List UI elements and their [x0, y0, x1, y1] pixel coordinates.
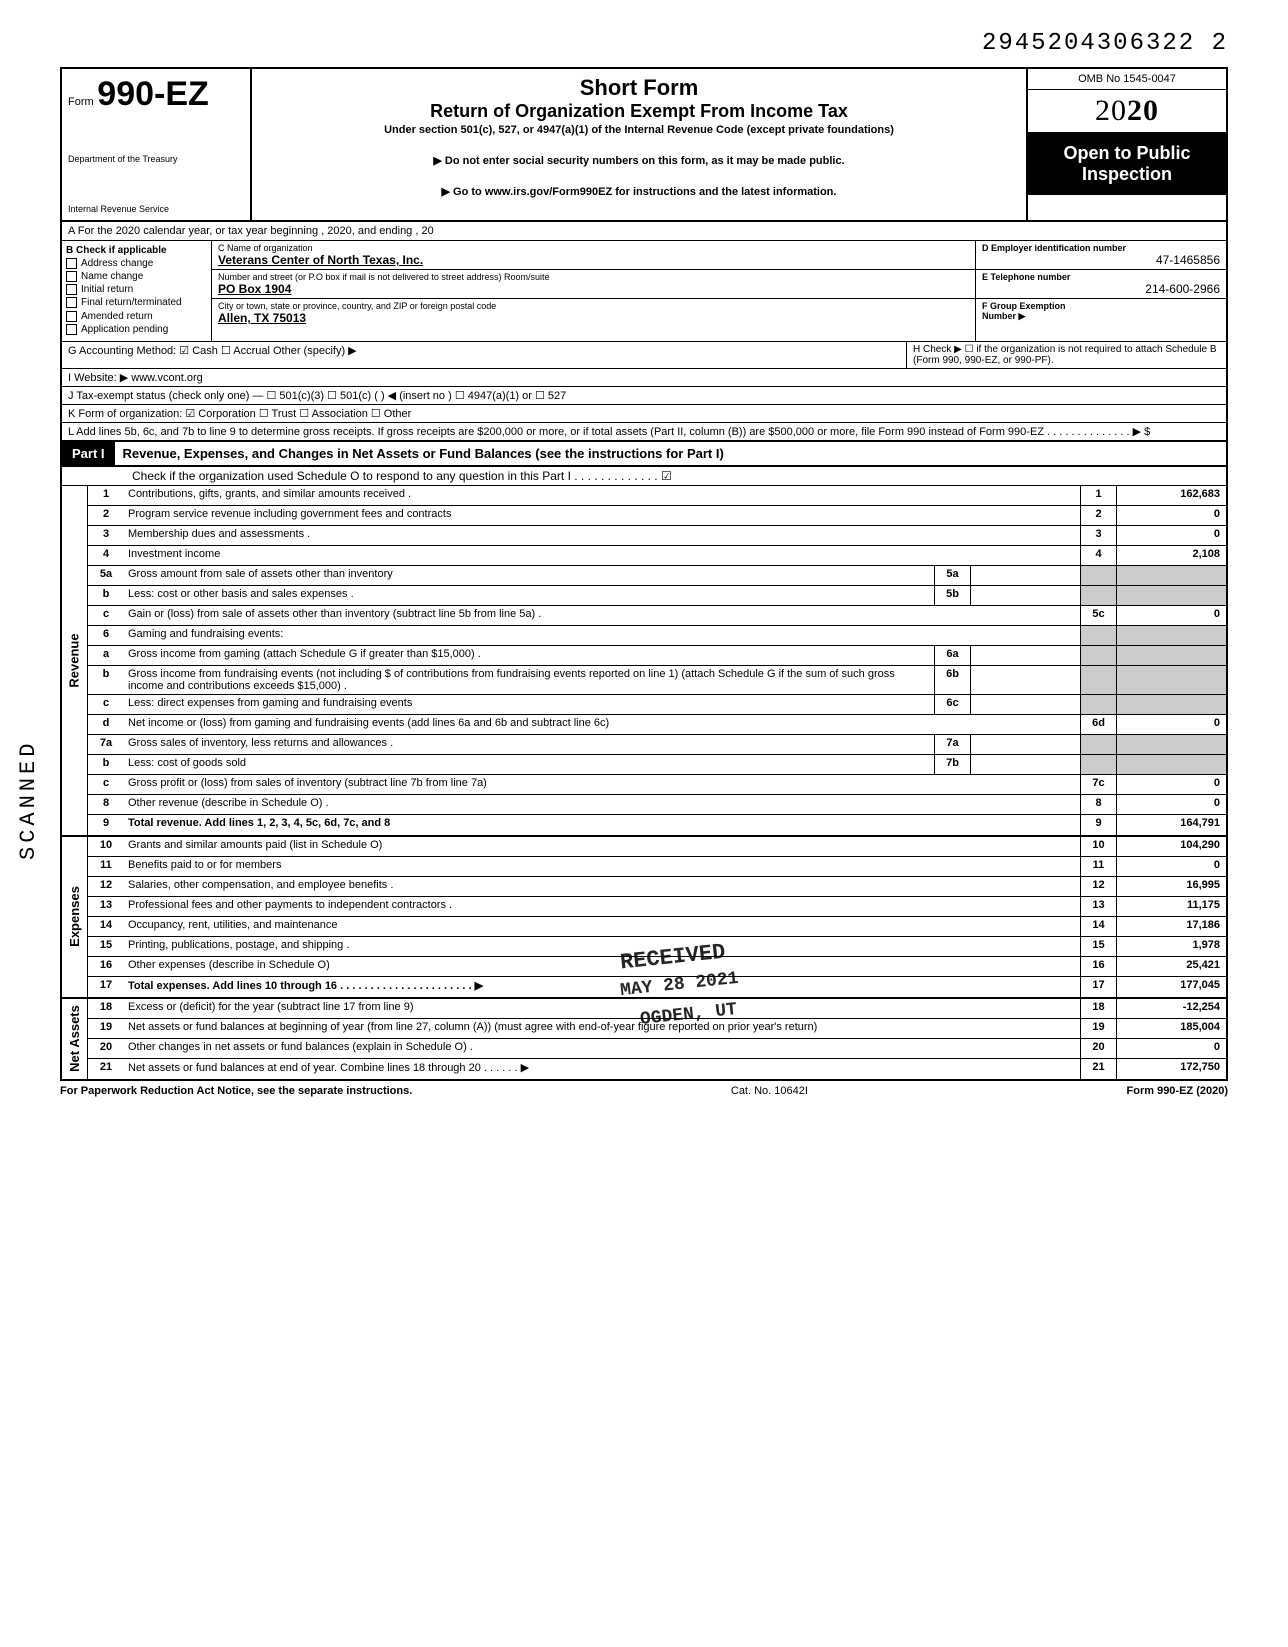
open-to-public: Open to Public Inspection [1028, 133, 1226, 195]
line-8: 8Other revenue (describe in Schedule O) … [88, 795, 1226, 815]
col-b-header: B Check if applicable [66, 245, 207, 256]
line-9: 9Total revenue. Add lines 1, 2, 3, 4, 5c… [88, 815, 1226, 835]
ssn-note: ▶ Do not enter social security numbers o… [262, 154, 1016, 167]
chk-label: Address change [81, 258, 153, 269]
part-1-subtitle: Check if the organization used Schedule … [60, 467, 1228, 486]
ein-label: D Employer identification number [982, 243, 1220, 253]
org-name: Veterans Center of North Texas, Inc. [218, 253, 969, 267]
catalog-number: Cat. No. 10642I [731, 1085, 808, 1097]
title-return: Return of Organization Exempt From Incom… [262, 101, 1016, 122]
omb-year-block: OMB No 1545-0047 2020 Open to Public Ins… [1026, 69, 1226, 220]
chk-label: Initial return [81, 284, 133, 295]
dln: 2945204306322 2 [60, 30, 1228, 57]
dept-treasury: Department of the Treasury [68, 154, 244, 164]
chk-final-return[interactable]: Final return/terminated [66, 297, 207, 308]
line-2: 2Program service revenue including gover… [88, 506, 1226, 526]
line-l-gross-receipts: L Add lines 5b, 6c, and 7b to line 9 to … [60, 423, 1228, 442]
chk-label: Final return/terminated [81, 298, 182, 309]
side-label: Revenue [62, 486, 88, 835]
line-b: bLess: cost or other basis and sales exp… [88, 586, 1226, 606]
org-name-label: C Name of organization [218, 243, 969, 253]
chk-initial-return[interactable]: Initial return [66, 284, 207, 295]
open-line1: Open to Public [1032, 143, 1222, 164]
addr-label: Number and street (or P.O box if mail is… [218, 272, 969, 282]
title-short-form: Short Form [262, 75, 1016, 101]
line-10: 10Grants and similar amounts paid (list … [88, 837, 1226, 857]
block-b-c-d-e: B Check if applicable Address change Nam… [60, 241, 1228, 342]
part-1-header: Part I Revenue, Expenses, and Changes in… [60, 442, 1228, 467]
form-number: 990-EZ [97, 75, 209, 113]
line-7a: 7aGross sales of inventory, less returns… [88, 735, 1226, 755]
city-value: Allen, TX 75013 [218, 311, 969, 325]
open-line2: Inspection [1032, 164, 1222, 185]
form-title-block: Short Form Return of Organization Exempt… [252, 69, 1026, 220]
dept-irs: Internal Revenue Service [68, 204, 244, 214]
line-b: bLess: cost of goods sold7b [88, 755, 1226, 775]
chk-application-pending[interactable]: Application pending [66, 324, 207, 335]
chk-label: Amended return [81, 311, 153, 322]
section-expenses: Expenses10Grants and similar amounts pai… [60, 837, 1228, 999]
addr-value: PO Box 1904 [218, 282, 969, 296]
line-13: 13Professional fees and other payments t… [88, 897, 1226, 917]
chk-amended-return[interactable]: Amended return [66, 311, 207, 322]
phone-label: E Telephone number [982, 272, 1220, 282]
side-label: Expenses [62, 837, 88, 997]
form-number-block: Form 990-EZ Department of the Treasury I… [62, 69, 252, 220]
year-bold: 20 [1127, 94, 1159, 127]
tax-year: 2020 [1028, 90, 1226, 133]
website-note: ▶ Go to www.irs.gov/Form990EZ for instru… [262, 185, 1016, 198]
line-c: cLess: direct expenses from gaming and f… [88, 695, 1226, 715]
scanned-stamp: SCANNED [16, 740, 41, 860]
line-b: bGross income from fundraising events (n… [88, 666, 1226, 695]
section-revenue: Revenue1Contributions, gifts, grants, an… [60, 486, 1228, 837]
line-h: H Check ▶ ☐ if the organization is not r… [906, 342, 1226, 368]
line-5a: 5aGross amount from sale of assets other… [88, 566, 1226, 586]
phone-value: 214-600-2966 [982, 282, 1220, 296]
line-11: 11Benefits paid to or for members110 [88, 857, 1226, 877]
form-header: Form 990-EZ Department of the Treasury I… [60, 67, 1228, 222]
paperwork-notice: For Paperwork Reduction Act Notice, see … [60, 1085, 412, 1097]
year-prefix: 20 [1095, 94, 1127, 127]
line-14: 14Occupancy, rent, utilities, and mainte… [88, 917, 1226, 937]
part-1-tag: Part I [62, 442, 115, 465]
col-d-e-f: D Employer identification number 47-1465… [976, 241, 1226, 341]
omb-number: OMB No 1545-0047 [1028, 69, 1226, 90]
col-b-checkboxes: B Check if applicable Address change Nam… [62, 241, 212, 341]
line-d: dNet income or (loss) from gaming and fu… [88, 715, 1226, 735]
line-21: 21Net assets or fund balances at end of … [88, 1059, 1226, 1079]
col-c-org-info: C Name of organization Veterans Center o… [212, 241, 976, 341]
page-footer: For Paperwork Reduction Act Notice, see … [60, 1085, 1228, 1097]
line-4: 4Investment income42,108 [88, 546, 1226, 566]
side-label: Net Assets [62, 999, 88, 1079]
chk-label: Name change [81, 271, 143, 282]
subtitle: Under section 501(c), 527, or 4947(a)(1)… [262, 124, 1016, 136]
line-k-form-org: K Form of organization: ☑ Corporation ☐ … [60, 405, 1228, 423]
line-a: aGross income from gaming (attach Schedu… [88, 646, 1226, 666]
ein-value: 47-1465856 [982, 253, 1220, 267]
chk-address-change[interactable]: Address change [66, 258, 207, 269]
form-ref: Form 990-EZ (2020) [1127, 1085, 1228, 1097]
line-6: 6Gaming and fundraising events: [88, 626, 1226, 646]
part-1-title: Revenue, Expenses, and Changes in Net As… [115, 442, 1226, 465]
row-a-calendar-year: A For the 2020 calendar year, or tax yea… [60, 222, 1228, 241]
group-exemption-label: F Group Exemption [982, 301, 1220, 311]
form-label: Form [68, 96, 94, 108]
city-label: City or town, state or province, country… [218, 301, 969, 311]
line-1: 1Contributions, gifts, grants, and simil… [88, 486, 1226, 506]
line-3: 3Membership dues and assessments .30 [88, 526, 1226, 546]
line-c: cGross profit or (loss) from sales of in… [88, 775, 1226, 795]
line-12: 12Salaries, other compensation, and empl… [88, 877, 1226, 897]
line-g: G Accounting Method: ☑ Cash ☐ Accrual Ot… [62, 342, 906, 368]
line-i-website: I Website: ▶ www.vcont.org [60, 369, 1228, 387]
line-20: 20Other changes in net assets or fund ba… [88, 1039, 1226, 1059]
line-c: cGain or (loss) from sale of assets othe… [88, 606, 1226, 626]
group-exemption-number: Number ▶ [982, 311, 1220, 322]
line-j-tax-exempt: J Tax-exempt status (check only one) — ☐… [60, 387, 1228, 405]
chk-label: Application pending [81, 324, 168, 335]
chk-name-change[interactable]: Name change [66, 271, 207, 282]
